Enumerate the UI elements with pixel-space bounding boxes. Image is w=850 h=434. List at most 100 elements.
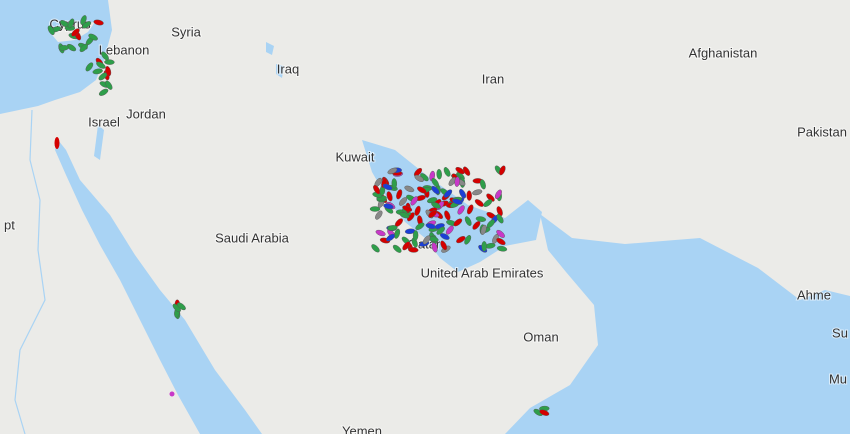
vessel[interactable]: [496, 245, 508, 252]
vessel[interactable]: [84, 61, 94, 72]
vessel[interactable]: [385, 233, 396, 243]
vessel[interactable]: [494, 189, 503, 200]
vessel[interactable]: [100, 51, 110, 62]
vessel[interactable]: [458, 188, 467, 199]
vessel[interactable]: [70, 27, 81, 37]
vessel[interactable]: [387, 225, 398, 231]
vessel[interactable]: [414, 174, 425, 183]
vessel[interactable]: [383, 203, 394, 210]
vessel[interactable]: [414, 205, 422, 216]
vessel[interactable]: [464, 216, 473, 227]
vessel[interactable]: [369, 206, 381, 212]
vessel[interactable]: [455, 235, 466, 244]
vessel-markers: [47, 15, 550, 417]
vessel[interactable]: [435, 225, 446, 235]
vessel[interactable]: [404, 185, 415, 194]
vessel[interactable]: [104, 66, 112, 77]
vessel[interactable]: [495, 229, 506, 239]
vessel[interactable]: [395, 189, 403, 200]
gulf-of-aqaba: [94, 125, 104, 160]
vessel[interactable]: [455, 166, 466, 176]
place-label: Saudi Arabia: [215, 230, 289, 245]
vessel[interactable]: [452, 198, 463, 206]
vessel[interactable]: [463, 234, 472, 245]
vessel[interactable]: [486, 218, 496, 229]
vessel[interactable]: [533, 408, 544, 417]
vessel[interactable]: [452, 217, 463, 227]
vessel[interactable]: [498, 165, 507, 176]
vessel[interactable]: [95, 60, 106, 69]
vessel[interactable]: [67, 18, 76, 29]
vessel[interactable]: [439, 240, 448, 251]
vessel[interactable]: [88, 33, 99, 42]
vessel[interactable]: [58, 45, 69, 51]
vessel[interactable]: [370, 243, 381, 254]
vessel[interactable]: [474, 198, 485, 208]
vessel[interactable]: [374, 210, 384, 221]
vessel[interactable]: [466, 204, 475, 215]
vessel[interactable]: [392, 244, 403, 254]
vessel[interactable]: [386, 191, 394, 202]
vessel[interactable]: [472, 189, 483, 196]
vessel[interactable]: [408, 247, 419, 253]
vessel[interactable]: [430, 177, 440, 188]
place-label: Jordan: [126, 106, 166, 121]
place-label: Oman: [523, 329, 558, 344]
place-label: Ahme: [797, 287, 831, 302]
vessel[interactable]: [412, 230, 419, 241]
vessel[interactable]: [401, 240, 411, 251]
vessel[interactable]: [47, 25, 56, 36]
vessel[interactable]: [399, 211, 410, 219]
vessel[interactable]: [393, 228, 401, 239]
vessel[interactable]: [495, 237, 506, 246]
vessel[interactable]: [462, 166, 472, 177]
vessel[interactable]: [416, 185, 427, 194]
vessel[interactable]: [104, 80, 114, 91]
vessel[interactable]: [471, 220, 481, 231]
vessel[interactable]: [447, 176, 457, 187]
vessel[interactable]: [479, 179, 486, 190]
vessel[interactable]: [427, 209, 438, 219]
vessel[interactable]: [443, 188, 454, 199]
vessel[interactable]: [382, 183, 393, 192]
vessel[interactable]: [456, 204, 466, 215]
vessel[interactable]: [422, 234, 432, 245]
vessel[interactable]: [79, 15, 87, 26]
vessel[interactable]: [496, 206, 504, 217]
vessel[interactable]: [445, 225, 455, 236]
vessel[interactable]: [413, 167, 423, 178]
vessel[interactable]: [402, 204, 413, 212]
vessel[interactable]: [98, 88, 109, 97]
vessel[interactable]: [436, 169, 442, 180]
vessel[interactable]: [169, 391, 175, 397]
vessel[interactable]: [78, 43, 89, 54]
vessel[interactable]: [66, 43, 77, 53]
vessel[interactable]: [454, 176, 460, 187]
vessel[interactable]: [425, 222, 436, 230]
vessel[interactable]: [430, 185, 441, 196]
vessel[interactable]: [104, 59, 115, 65]
vessel[interactable]: [375, 229, 386, 237]
vessel[interactable]: [481, 241, 487, 252]
vessel[interactable]: [387, 167, 398, 176]
vessel[interactable]: [93, 19, 104, 26]
vessel[interactable]: [475, 216, 487, 223]
vessel[interactable]: [466, 190, 472, 201]
vessel[interactable]: [495, 213, 504, 224]
place-label: Afghanistan: [689, 45, 758, 60]
arabian-sea: [505, 214, 850, 434]
vessel[interactable]: [409, 195, 419, 206]
vessel[interactable]: [480, 224, 488, 235]
vessel[interactable]: [92, 68, 103, 75]
vessel[interactable]: [431, 242, 439, 253]
vessel[interactable]: [539, 409, 550, 417]
vessel[interactable]: [482, 198, 493, 208]
vessel[interactable]: [430, 201, 441, 210]
vessel[interactable]: [176, 301, 187, 311]
vessel[interactable]: [372, 184, 382, 195]
vessel[interactable]: [414, 221, 425, 231]
vessel[interactable]: [391, 178, 398, 189]
vessel[interactable]: [443, 166, 452, 177]
lake: [276, 64, 284, 78]
vessel[interactable]: [54, 137, 60, 149]
